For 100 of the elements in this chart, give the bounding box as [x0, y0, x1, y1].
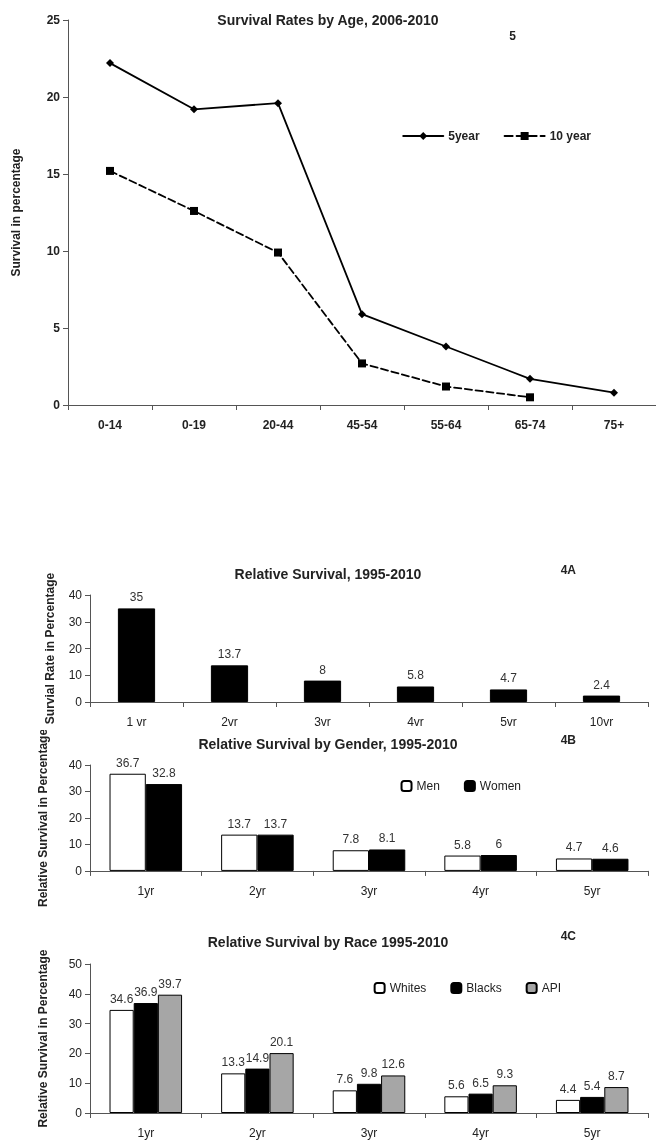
bar — [117, 608, 156, 702]
data-label: 5.4 — [583, 1078, 601, 1093]
data-label: 4.7 — [500, 671, 518, 686]
x-tick-label: 3vr — [314, 715, 331, 729]
y-tick-label: 0 — [75, 1106, 83, 1120]
y-tick-label: 0 — [75, 863, 83, 878]
bar — [303, 680, 342, 702]
x-tick-label: 45-54 — [346, 418, 378, 432]
legend-label: 10 year — [549, 129, 592, 143]
data-label: 34.6 — [109, 991, 134, 1006]
y-tick-label: 25 — [46, 13, 61, 27]
annotation: 5 — [509, 29, 517, 43]
point — [358, 310, 366, 319]
point — [526, 393, 534, 402]
text: 4C — [560, 929, 577, 943]
legend-label: API — [541, 981, 561, 995]
y-axis-title: Relative Survival in Percentage — [35, 728, 50, 907]
data-label: 8 — [319, 662, 327, 677]
y-tick-label: 20 — [68, 641, 83, 656]
legend-label: Whites — [389, 981, 427, 995]
chart-title: Relative Survival, 1995-2010 — [234, 566, 422, 582]
data-label: 5.6 — [448, 1078, 466, 1093]
y-tick-label: 20 — [68, 810, 83, 825]
data-label: 32.8 — [152, 766, 176, 781]
text: 4A — [560, 563, 577, 577]
data-label: 35 — [129, 590, 144, 605]
y-tick-label: 50 — [68, 957, 83, 971]
x-tick-label: 1yr — [137, 883, 155, 898]
data-label: 6 — [495, 837, 503, 852]
point — [106, 59, 114, 68]
legend-label: Women — [479, 779, 522, 793]
data-label: 7.8 — [342, 832, 360, 847]
x-tick-label: 5yr — [583, 1126, 601, 1140]
bar — [582, 695, 621, 702]
bar — [489, 689, 528, 702]
data-label: 4.4 — [559, 1081, 577, 1096]
data-label: 4.6 — [601, 840, 619, 855]
x-tick-label: 55-64 — [430, 418, 462, 432]
x-tick-label: 3yr — [360, 883, 378, 898]
data-label: 5.8 — [454, 837, 472, 852]
data-label: 8.1 — [378, 831, 396, 846]
x-tick-label: 0-19 — [181, 418, 207, 432]
y-tick-label: 30 — [68, 614, 83, 629]
y-tick-label: 10 — [68, 668, 83, 683]
data-label: 36.9 — [134, 985, 158, 1000]
data-label: 9.3 — [496, 1067, 514, 1082]
y-tick-label: 10 — [46, 244, 61, 258]
legend-label: 5year — [448, 129, 480, 143]
data-label: 6.5 — [472, 1075, 490, 1090]
x-tick-label: 2vr — [221, 715, 238, 729]
chart-title: Relative Survival by Gender, 1995-2010 — [198, 736, 458, 752]
chart-title: Survival Rates by Age, 2006-2010 — [217, 12, 439, 28]
x-tick-label: 4vr — [407, 715, 424, 729]
data-label: 39.7 — [158, 976, 182, 991]
data-label: 9.8 — [360, 1065, 378, 1080]
y-tick-label: 5 — [53, 321, 61, 335]
x-tick-label: 2yr — [249, 883, 266, 898]
y-axis-title: Survial Rate in Percentage — [43, 572, 58, 725]
point — [274, 248, 282, 257]
x-tick-label: 75+ — [603, 418, 625, 432]
point — [190, 206, 198, 215]
legend-label: Men — [416, 779, 440, 793]
point — [442, 342, 450, 351]
data-label: 8.7 — [608, 1069, 626, 1084]
y-tick-label: 30 — [68, 784, 83, 799]
y-tick-label: 10 — [68, 1076, 83, 1091]
x-tick-label: 1 vr — [126, 715, 147, 729]
data-label: 5.8 — [407, 668, 425, 683]
y-tick-label: 0 — [53, 398, 61, 412]
point — [610, 388, 618, 397]
data-label: 13.3 — [221, 1055, 246, 1070]
y-tick-label: 20 — [68, 1046, 83, 1061]
bar — [396, 686, 435, 702]
text: 4B — [560, 733, 577, 747]
point — [106, 166, 114, 175]
data-label: 36.7 — [115, 755, 140, 770]
y-tick-label: 15 — [46, 167, 61, 181]
y-axis-title: Survival in percentage — [8, 148, 23, 277]
legend-label: Blacks — [466, 981, 502, 995]
x-tick-label: 0-14 — [97, 418, 123, 432]
x-tick-label: 65-74 — [514, 418, 546, 432]
point — [358, 359, 366, 368]
x-tick-label: 2yr — [249, 1126, 266, 1140]
point — [526, 374, 534, 383]
bar — [210, 665, 249, 702]
data-label: 20.1 — [269, 1035, 294, 1050]
x-tick-label: 10vr — [589, 715, 614, 729]
x-tick-label: 4yr — [472, 1126, 489, 1140]
x-tick-label: 5yr — [583, 883, 601, 898]
point — [274, 99, 282, 108]
y-tick-label: 40 — [68, 588, 83, 602]
y-tick-label: 10 — [68, 837, 83, 852]
data-label: 14.9 — [245, 1050, 270, 1065]
y-tick-label: 40 — [68, 758, 83, 772]
data-label: 13.7 — [217, 647, 242, 662]
y-tick-label: 20 — [46, 90, 61, 104]
data-label: 2.4 — [593, 677, 611, 692]
x-tick-label: 3yr — [360, 1126, 378, 1140]
x-tick-label: 1yr — [137, 1126, 155, 1140]
data-label: 13.7 — [227, 816, 252, 831]
